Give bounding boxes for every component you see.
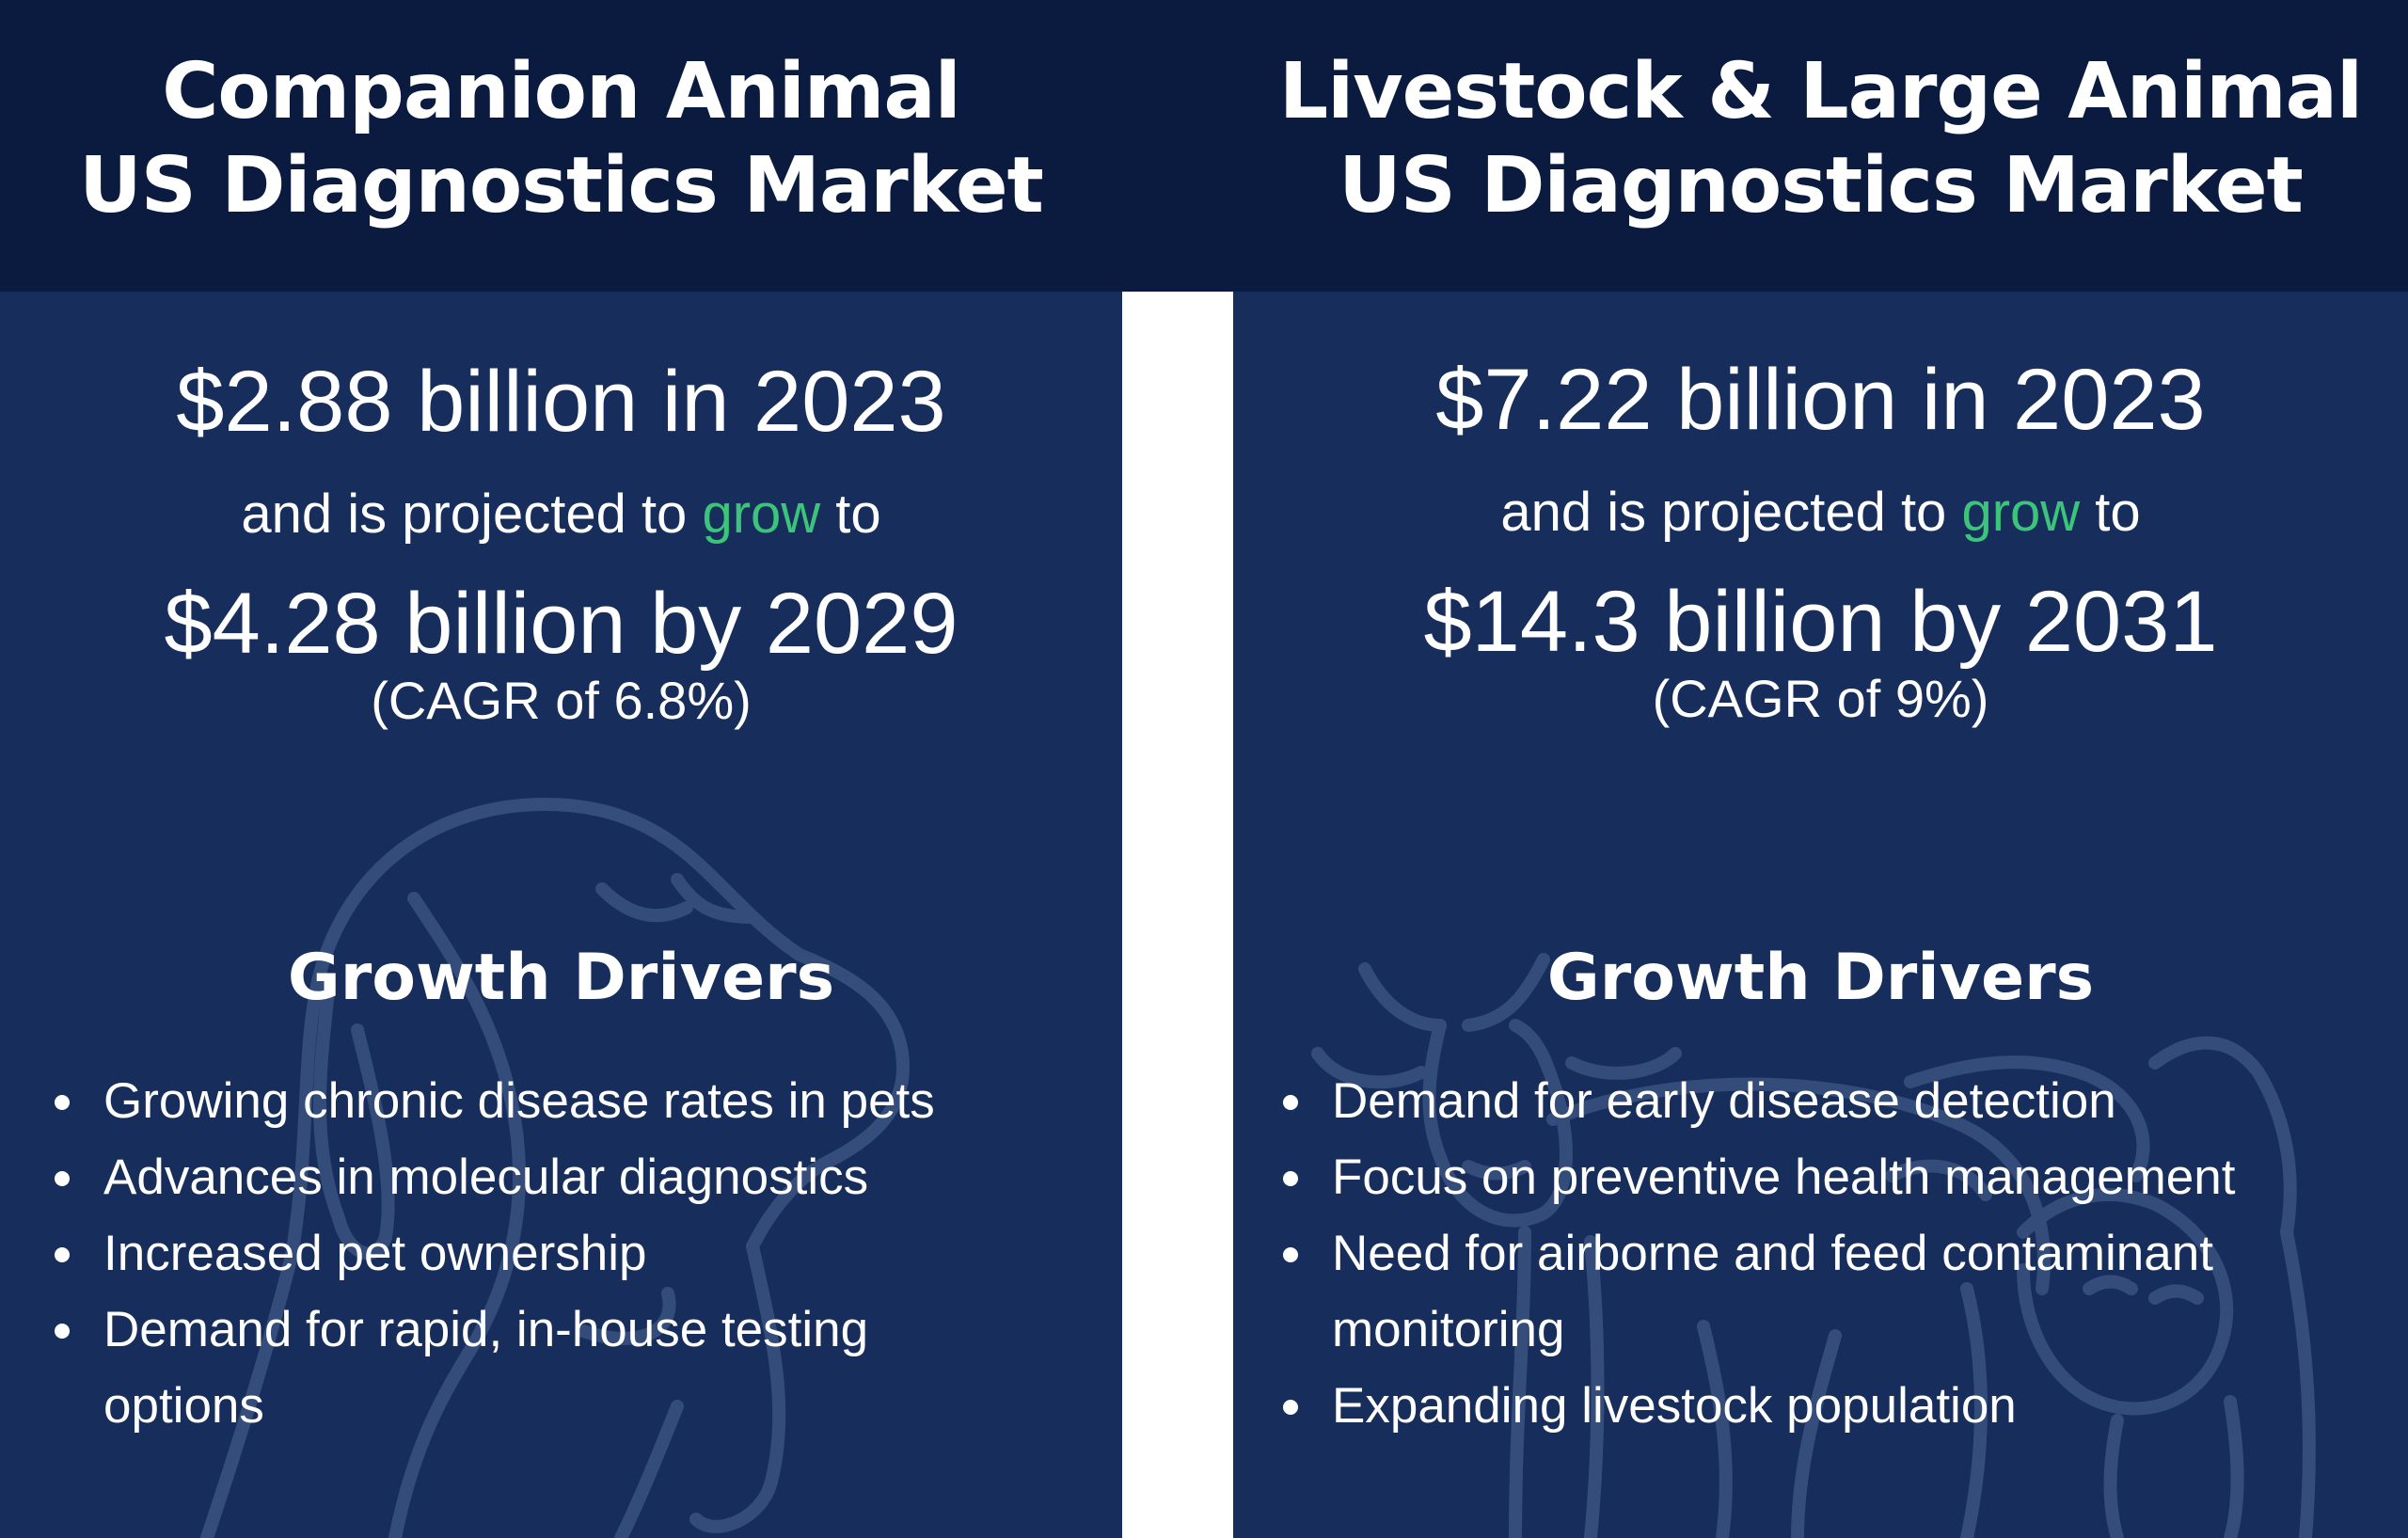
livestock-title: Livestock & Large Animal US Diagnostics … xyxy=(1233,45,2408,233)
livestock-drivers-list: Demand for early disease detection Focus… xyxy=(1275,1063,2395,1444)
livestock-drivers-title: Growth Drivers xyxy=(1546,941,2095,1015)
list-item: Demand for rapid, in-house testing optio… xyxy=(47,1292,1025,1444)
livestock-current-value: $7.22 billion in 2023 xyxy=(1435,352,2206,448)
companion-drivers-list: Growing chronic disease rates in pets Ad… xyxy=(47,1063,1101,1444)
companion-title-line1: Companion Animal xyxy=(162,47,961,136)
list-item: Demand for early disease detection xyxy=(1275,1063,2395,1139)
livestock-panel: $7.22 billion in 2023 and is projected t… xyxy=(1233,292,2408,1538)
companion-title-line2: US Diagnostics Market xyxy=(79,141,1044,230)
companion-grow-highlight: grow xyxy=(702,484,821,545)
companion-title: Companion Animal US Diagnostics Market xyxy=(0,45,1122,233)
companion-cagr: (CAGR of 6.8%) xyxy=(371,671,752,730)
companion-projection-prefix: and is projected to xyxy=(241,484,688,545)
companion-panel: $2.88 billion in 2023 and is projected t… xyxy=(0,292,1122,1538)
companion-future-value: $4.28 billion by 2029 xyxy=(164,576,958,672)
livestock-title-line2: US Diagnostics Market xyxy=(1339,141,2304,230)
livestock-projection-text: and is projected to grow to xyxy=(1233,480,2408,546)
list-item: Growing chronic disease rates in pets xyxy=(47,1063,1101,1139)
livestock-projection-prefix: and is projected to xyxy=(1500,482,1947,543)
companion-current-value: $2.88 billion in 2023 xyxy=(176,354,946,450)
livestock-cagr: (CAGR of 9%) xyxy=(1652,669,1989,728)
list-item: Focus on preventive health management xyxy=(1275,1139,2395,1215)
livestock-title-line1: Livestock & Large Animal xyxy=(1278,47,2363,136)
livestock-future-value: $14.3 billion by 2031 xyxy=(1423,574,2218,670)
livestock-grow-highlight: grow xyxy=(1961,482,2081,543)
livestock-projection-suffix: to xyxy=(2095,482,2141,543)
list-item: Increased pet ownership xyxy=(47,1215,1101,1292)
list-item: Expanding livestock population xyxy=(1275,1368,2395,1444)
list-item: Advances in molecular diagnostics xyxy=(47,1139,1101,1215)
list-item: Need for airborne and feed contaminant m… xyxy=(1275,1215,2408,1368)
companion-projection-text: and is projected to grow to xyxy=(0,482,1122,547)
header-bar xyxy=(0,0,2408,292)
companion-projection-suffix: to xyxy=(835,484,881,545)
companion-drivers-title: Growth Drivers xyxy=(287,941,835,1015)
